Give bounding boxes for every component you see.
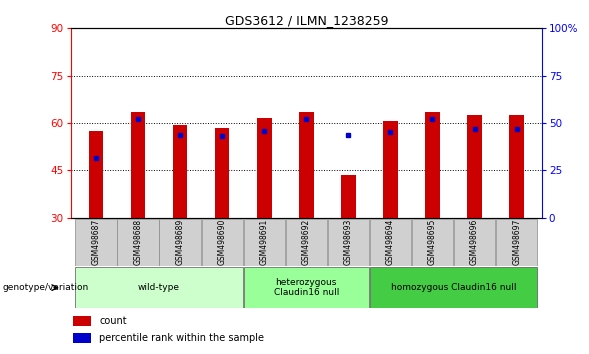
Text: GSM498694: GSM498694: [386, 218, 395, 265]
Bar: [131, 112, 145, 218]
Text: percentile rank within the sample: percentile rank within the sample: [99, 333, 264, 343]
Bar: [73, 316, 91, 326]
Bar: [88, 131, 103, 218]
Bar: [467, 115, 482, 218]
Text: GSM498687: GSM498687: [91, 218, 100, 265]
Bar: [117, 219, 158, 266]
Text: GSM498691: GSM498691: [260, 218, 269, 265]
Bar: [244, 219, 285, 266]
Bar: [244, 267, 369, 308]
Bar: [509, 115, 524, 218]
Bar: [257, 118, 272, 218]
Text: heterozygous
Claudin16 null: heterozygous Claudin16 null: [274, 278, 339, 297]
Bar: [201, 219, 243, 266]
Text: GSM498696: GSM498696: [470, 218, 479, 265]
Text: GSM498695: GSM498695: [428, 218, 437, 265]
Bar: [299, 112, 313, 218]
Text: GSM498690: GSM498690: [218, 218, 227, 265]
Bar: [173, 125, 187, 218]
Bar: [425, 112, 440, 218]
Bar: [341, 175, 356, 218]
Text: GSM498692: GSM498692: [302, 218, 311, 265]
Bar: [412, 219, 453, 266]
Bar: [75, 219, 117, 266]
Bar: [370, 267, 537, 308]
Bar: [286, 219, 327, 266]
Title: GDS3612 / ILMN_1238259: GDS3612 / ILMN_1238259: [224, 14, 388, 27]
Bar: [370, 219, 411, 266]
Text: GSM498697: GSM498697: [512, 218, 521, 265]
Text: GSM498689: GSM498689: [176, 218, 184, 265]
Text: count: count: [99, 316, 127, 326]
Text: GSM498688: GSM498688: [134, 218, 143, 265]
Text: GSM498693: GSM498693: [344, 218, 353, 265]
Bar: [496, 219, 537, 266]
Text: wild-type: wild-type: [138, 283, 180, 292]
Bar: [383, 121, 398, 218]
Bar: [75, 267, 243, 308]
Text: genotype/variation: genotype/variation: [3, 283, 89, 292]
Bar: [215, 128, 230, 218]
Bar: [327, 219, 369, 266]
Text: homozygous Claudin16 null: homozygous Claudin16 null: [391, 283, 517, 292]
Bar: [73, 333, 91, 343]
Bar: [454, 219, 495, 266]
Bar: [160, 219, 201, 266]
